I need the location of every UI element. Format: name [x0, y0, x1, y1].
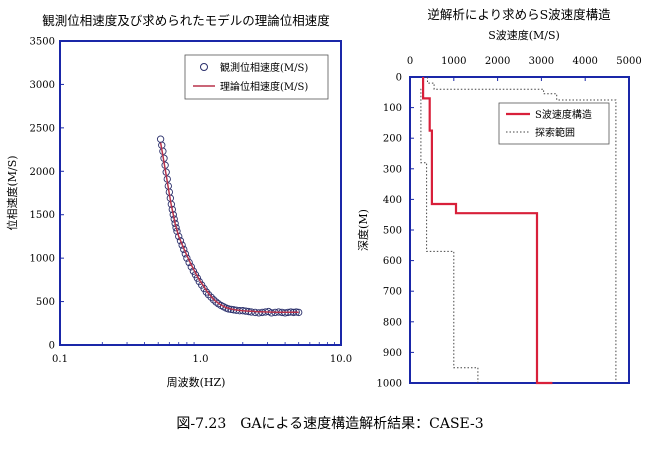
left-legend-box — [184, 54, 329, 100]
legend-theoretical-label: 理論位相速度(M/S) — [220, 80, 308, 93]
observed-point — [180, 245, 188, 254]
observed-point — [175, 232, 183, 241]
s-wave-velocity-structure-line — [422, 77, 553, 385]
observed-point — [176, 237, 185, 245]
legend-vs-label: S波速度構造 — [535, 108, 592, 121]
left-plot-frame — [59, 40, 342, 346]
left-y-tick-label: 500 — [36, 297, 55, 308]
right-y-tick-label: 800 — [383, 317, 402, 328]
observed-phase-velocity-points — [156, 135, 303, 317]
right-y-tick-label: 300 — [383, 164, 402, 175]
search-range-lower-bound — [420, 77, 479, 383]
search-range-upper-bound — [427, 77, 617, 383]
right-chart-title: 逆解析により求めらS波速度構造 — [427, 7, 611, 22]
s-wave-structure-chart: 逆解析により求めらS波速度構造 S波速度(M/S) 0 1000 2000 3000 4… — [356, 7, 642, 390]
figure-caption: 図-7.23 GAによる速度構造解析結果：CASE-3 — [176, 416, 483, 432]
observed-point — [178, 241, 186, 249]
legend-observed-label: 観測位相速度(M/S) — [220, 61, 308, 74]
phase-velocity-chart: 観測位相速度及び求められたモデルの理論位相速度 0 500 1000 1500 2000… — [5, 13, 352, 389]
right-legend: S波速度構造 探索範囲 — [498, 102, 610, 145]
legend-range-label: 探索範囲 — [535, 126, 575, 139]
right-y-tick-label: 0 — [396, 73, 402, 84]
right-x-tick-label: 3000 — [529, 56, 554, 67]
left-x-tick-label: 1.0 — [193, 354, 209, 365]
observed-point — [212, 298, 220, 306]
left-y-axis-label: 位相速度(M/S) — [5, 155, 19, 230]
right-x-axis: 0 1000 2000 3000 4000 5000 — [407, 56, 642, 81]
observed-point — [204, 290, 213, 299]
right-x-tick-label: 2000 — [485, 56, 510, 67]
observed-point — [202, 288, 210, 296]
left-y-axis: 0 500 1000 1500 2000 2500 3000 3500 — [30, 37, 64, 352]
right-y-tick-label: 400 — [383, 195, 402, 206]
right-y-axis-label: 深度(M) — [356, 209, 370, 251]
observed-point — [209, 296, 218, 304]
right-y-tick-label: 500 — [383, 226, 402, 237]
left-x-axis-label: 周波数(HZ) — [167, 376, 226, 389]
left-x-tick-label: 0.1 — [52, 354, 68, 365]
left-y-tick-label: 1500 — [30, 210, 55, 221]
left-y-tick-label: 3500 — [30, 37, 55, 48]
right-y-tick-label: 1000 — [377, 379, 402, 390]
right-x-tick-label: 1000 — [441, 56, 466, 67]
right-x-tick-label: 5000 — [616, 56, 641, 67]
observed-point — [207, 293, 215, 301]
right-x-tick-label: 0 — [407, 56, 413, 67]
right-y-tick-label: 100 — [383, 103, 402, 114]
left-x-tick-label: 10.0 — [330, 354, 352, 365]
left-y-tick-label: 2000 — [30, 167, 55, 178]
observed-point — [251, 308, 259, 317]
right-y-axis: 0 100 200 300 400 500 600 700 800 900 1000 — [377, 73, 414, 390]
left-chart-title: 観測位相速度及び求められたモデルの理論位相速度 — [42, 13, 330, 28]
observed-point — [156, 135, 165, 143]
legend-observed-marker — [200, 63, 208, 71]
right-y-tick-label: 900 — [383, 348, 402, 359]
left-y-tick-label: 0 — [49, 341, 55, 352]
right-legend-box — [498, 102, 610, 145]
right-y-tick-label: 200 — [383, 134, 402, 145]
left-y-tick-label: 1000 — [30, 254, 55, 265]
right-y-tick-label: 600 — [383, 256, 402, 267]
left-legend: 観測位相速度(M/S) 理論位相速度(M/S) — [184, 54, 329, 100]
right-x-axis-label: S波速度(M/S) — [488, 28, 560, 42]
left-y-tick-label: 3000 — [30, 80, 55, 91]
left-y-tick-label: 2500 — [30, 123, 55, 134]
right-y-tick-label: 700 — [383, 287, 402, 298]
right-x-tick-label: 4000 — [572, 56, 597, 67]
theoretical-phase-velocity-line — [159, 142, 299, 314]
left-x-axis: 0.1 1.0 10.0 — [52, 342, 352, 365]
